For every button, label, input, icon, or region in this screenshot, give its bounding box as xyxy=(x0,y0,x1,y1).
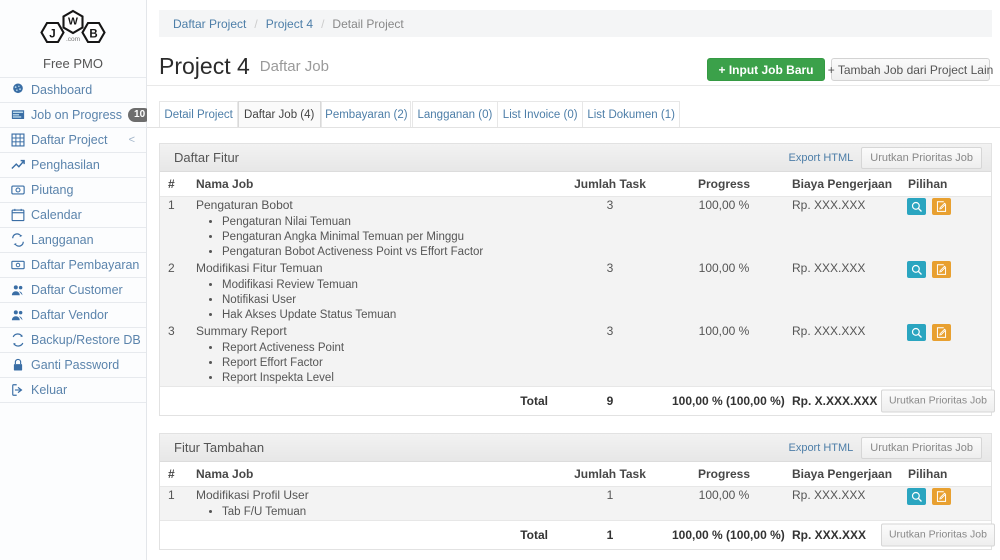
svg-text:.com: .com xyxy=(66,36,80,43)
svg-text:W: W xyxy=(68,16,78,28)
svg-text:B: B xyxy=(89,29,97,41)
svg-text:J: J xyxy=(49,29,55,41)
